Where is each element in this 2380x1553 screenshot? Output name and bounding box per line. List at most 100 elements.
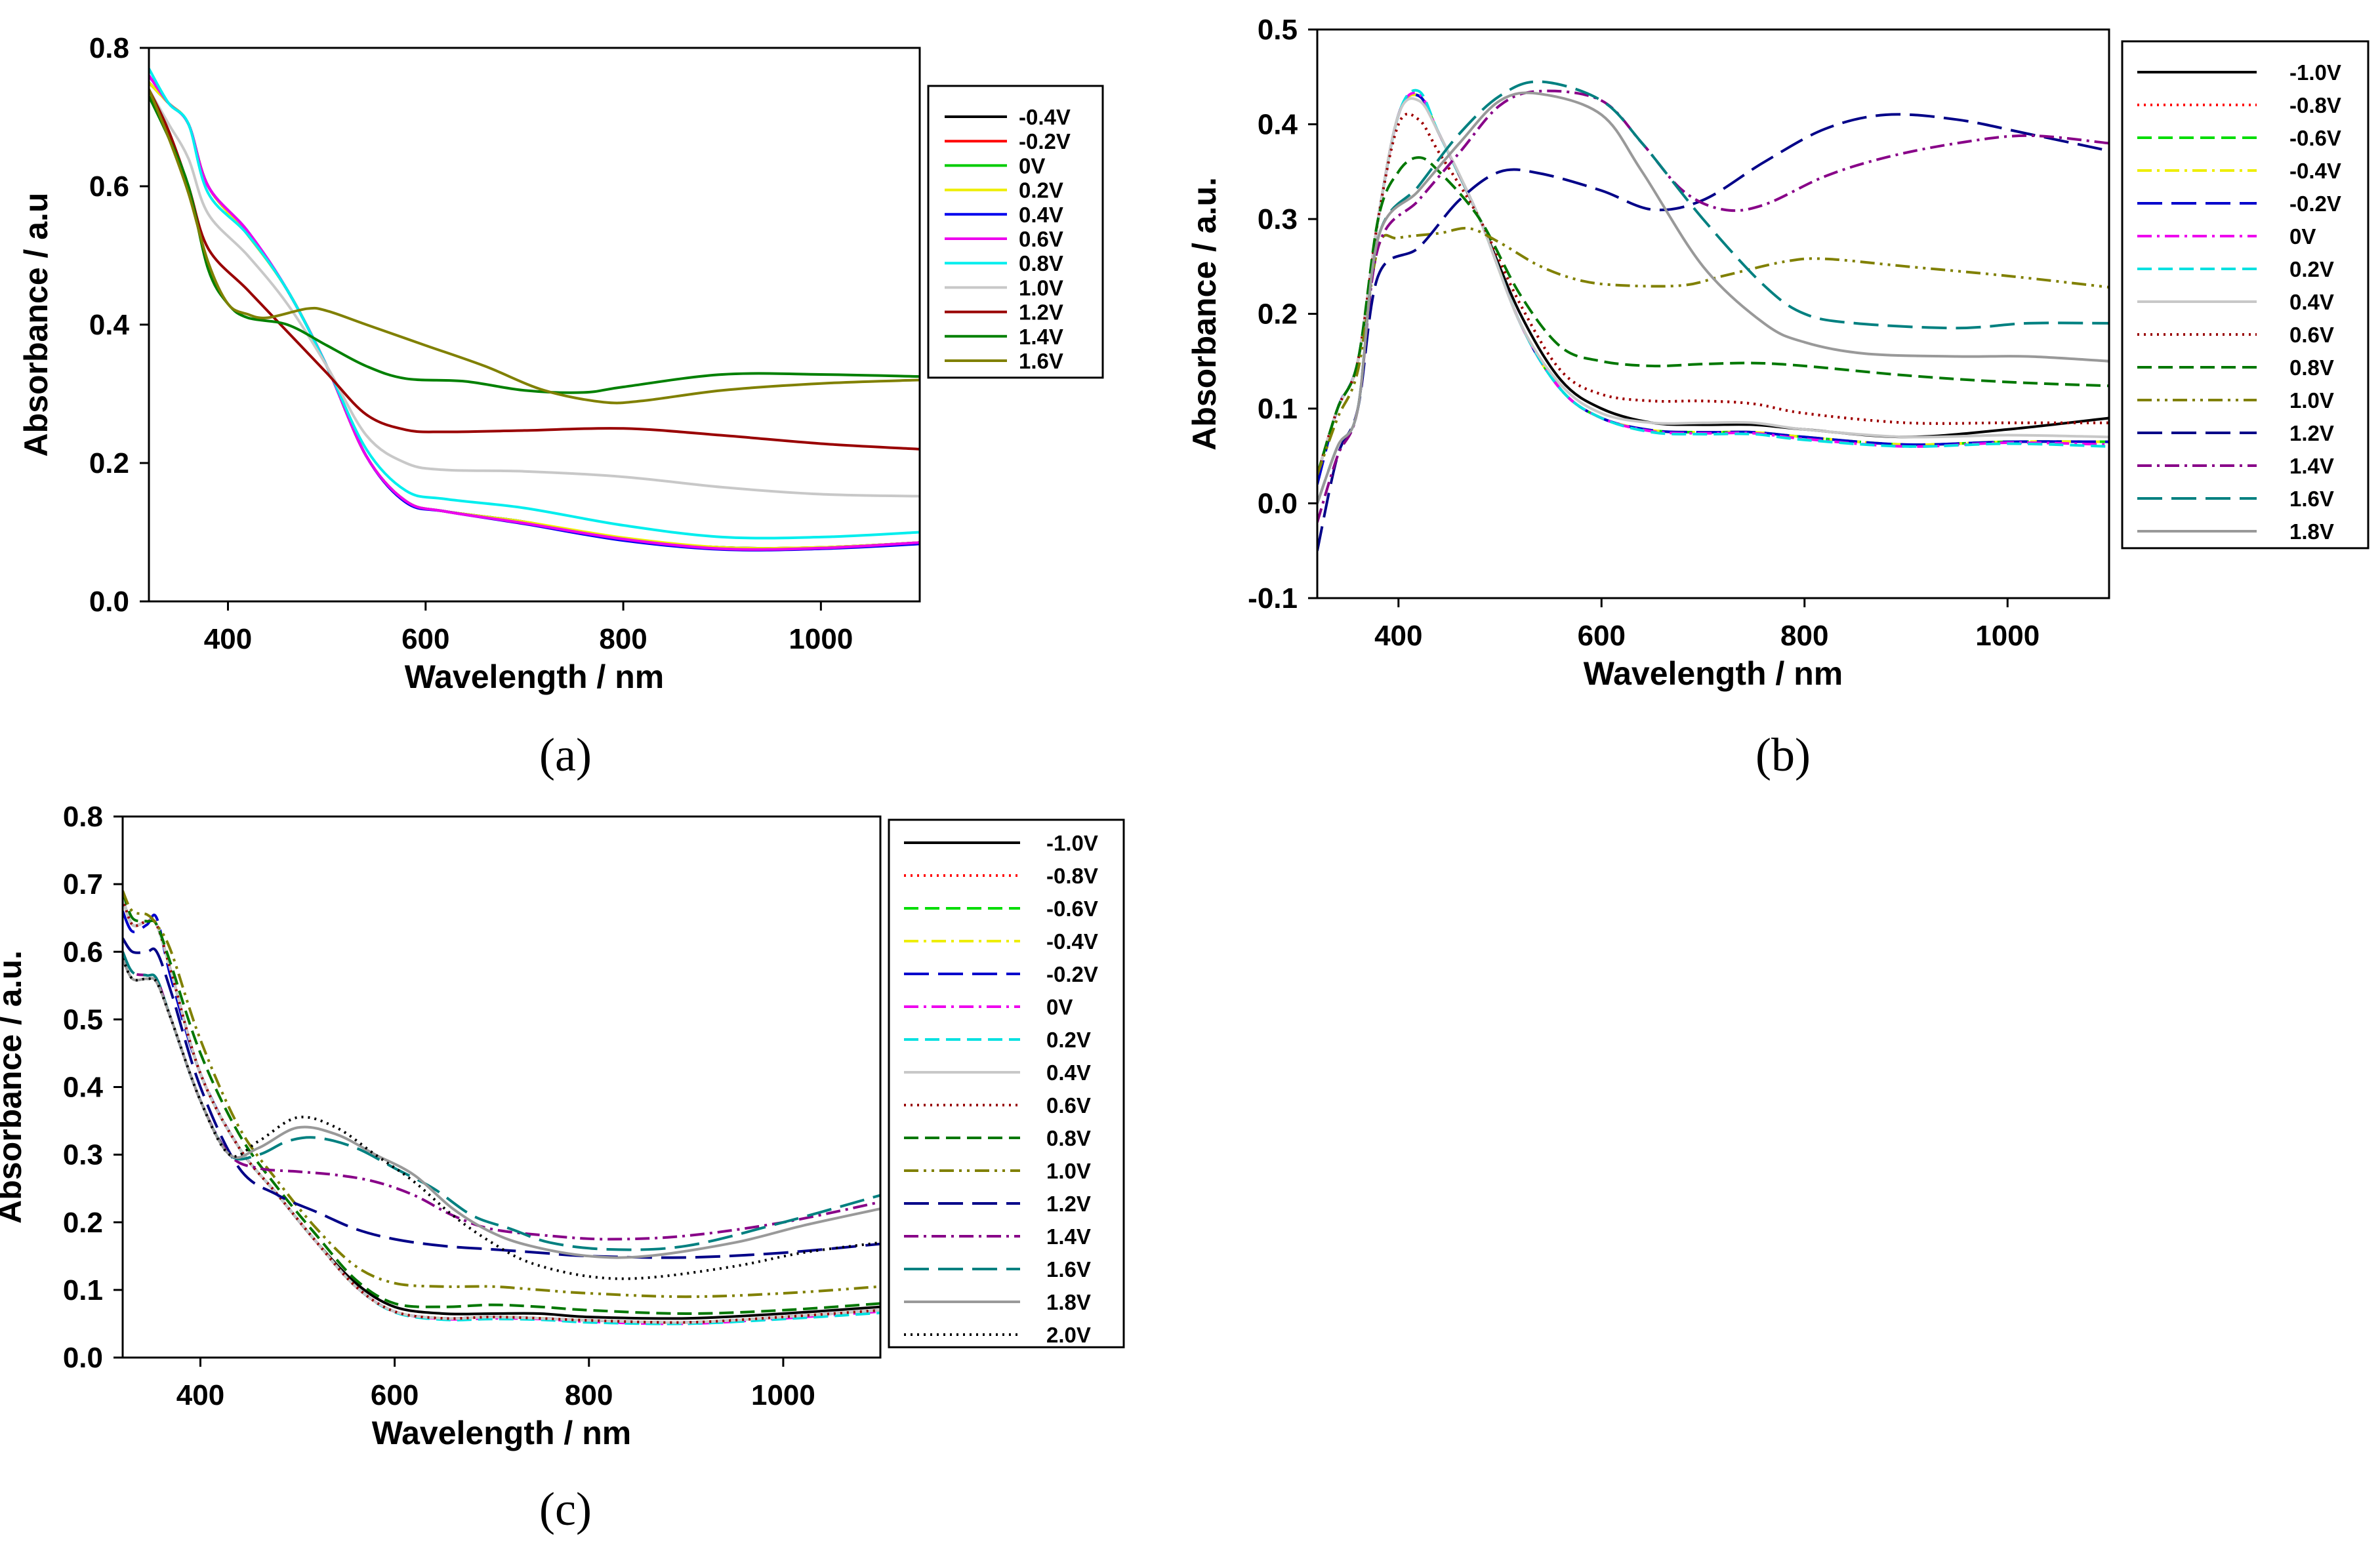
legend-label: 0V (1019, 153, 1045, 178)
legend-label: 1.4V (1046, 1224, 1091, 1249)
series-line-a-0.2V (149, 81, 920, 550)
series-line-a-0.4V (149, 75, 920, 552)
legend-box (927, 85, 1104, 379)
series-line-a-1.6V (149, 89, 920, 405)
y-tick-label: 0.0 (1258, 488, 1298, 520)
legend-label: -0.6V (1046, 897, 1098, 921)
series-line-b-0.8V (1317, 156, 2109, 475)
legend-label: 0.6V (1046, 1093, 1091, 1118)
series-line-b-1.8V (1317, 91, 2109, 504)
panel-label-c: (c) (539, 1483, 592, 1535)
series-line-c-1.8V (123, 958, 880, 1259)
y-tick-label: 0.6 (63, 936, 103, 968)
legend-label: 0.4V (2289, 290, 2334, 314)
series-group (1317, 80, 2109, 552)
series-line-b-1.2V (1317, 113, 2109, 552)
legend-label: -0.4V (1019, 105, 1071, 129)
legend-label: 1.4V (2289, 454, 2334, 478)
series-line-c--0.4V (123, 897, 880, 1324)
series-line-c--0.8V (123, 897, 880, 1324)
y-tick-label: 0.1 (63, 1274, 103, 1306)
series-line-c-0.6V (123, 897, 880, 1324)
series-line-a-1.0V (149, 89, 920, 498)
x-axis-title: Wavelength / nm (372, 1415, 631, 1451)
legend-label: 0V (2289, 224, 2316, 249)
y-tick-label: 0.8 (89, 32, 129, 64)
y-tick-label: 0.0 (63, 1342, 103, 1374)
series-line-a-0V (149, 81, 920, 550)
series-line-b-0.6V (1317, 112, 2109, 475)
legend-label: 0.8V (1046, 1126, 1091, 1150)
legend-label: -0.4V (2289, 159, 2341, 183)
series-line-b-0V (1317, 91, 2109, 475)
y-tick-label: 0.2 (89, 447, 129, 479)
y-tick-label: 0.0 (89, 586, 129, 618)
legend-label: 1.0V (2289, 388, 2334, 413)
legend-label: 1.8V (1046, 1290, 1091, 1314)
x-tick-label: 800 (565, 1379, 613, 1411)
legend-label: -0.8V (1046, 864, 1098, 888)
x-tick-label: 600 (401, 623, 449, 655)
series-line-c-0.4V (123, 897, 880, 1324)
legend-label: -0.2V (1019, 129, 1071, 153)
legend: -1.0V -0.8V -0.6V -0.4V -0.2V 0V 0.2V 0.4V 0.6V 0… (888, 818, 1125, 1348)
y-axis-title: Absorbance / a.u. (0, 950, 28, 1224)
series-line-c-1.6V (123, 951, 880, 1251)
series-line-b-1.4V (1317, 89, 2109, 523)
y-tick-label: 0.3 (1258, 203, 1298, 235)
panel-label-a: (a) (539, 729, 592, 781)
y-tick-label: 0.3 (63, 1139, 103, 1171)
x-tick-label: 800 (599, 623, 647, 655)
legend-label: 1.2V (2289, 421, 2334, 445)
legend-label: -0.4V (1046, 929, 1098, 954)
legend-label: -0.2V (2289, 192, 2341, 216)
x-tick-label: 1000 (1975, 620, 2040, 652)
legend-label: 1.0V (1046, 1159, 1091, 1183)
series-line-c-0.8V (123, 890, 880, 1315)
legend-label: 1.0V (1019, 275, 1063, 300)
series-line-a--0.4V (149, 81, 920, 550)
x-tick-label: 1000 (751, 1379, 815, 1411)
series-line-c-1.4V (123, 951, 880, 1241)
y-tick-label: 0.2 (63, 1207, 103, 1239)
series-line-a-0.8V (149, 68, 920, 540)
x-axis-title: Wavelength / nm (1584, 655, 1843, 692)
y-tick-label: 0.8 (63, 801, 103, 833)
legend-label: -0.8V (2289, 93, 2341, 117)
y-tick-label: 0.4 (1258, 109, 1298, 141)
y-tick-label: 0.5 (63, 1003, 103, 1036)
y-tick-label: -0.1 (1248, 582, 1298, 615)
legend: -1.0V -0.8V -0.6V -0.4V -0.2V 0V 0.2V 0.4V 0.6V 0… (2121, 40, 2370, 550)
legend: -0.4V-0.2V0V0.2V0.4V0.6V0.8V1.0V1.2V1.4V… (927, 85, 1104, 379)
chart-panel-a: 400 600 800 1000 0.0 0.2 0.4 0.6 0.8 Wavelength /… (18, 32, 1104, 695)
plot-frame (121, 815, 882, 1359)
x-tick-label: 400 (1374, 620, 1422, 652)
x-tick-label: 600 (371, 1379, 419, 1411)
legend-label: 0.6V (1019, 227, 1063, 251)
legend-label: 1.4V (1019, 325, 1063, 349)
series-line-c-1.2V (123, 937, 880, 1259)
legend-label: 1.2V (1019, 300, 1063, 325)
legend-label: 1.2V (1046, 1192, 1091, 1216)
legend-label: 1.6V (1019, 349, 1063, 373)
legend-label: 2.0V (1046, 1323, 1091, 1347)
legend-label: 0.2V (1046, 1028, 1091, 1052)
x-tick-label: 1000 (789, 623, 853, 655)
panel-label-b: (b) (1755, 729, 1811, 781)
legend-label: 1.6V (2289, 487, 2334, 511)
legend-label: 0V (1046, 995, 1073, 1019)
series-group (149, 68, 920, 552)
legend-label: 0.2V (2289, 257, 2334, 281)
y-tick-label: 0.4 (63, 1072, 104, 1104)
series-line-c--1.0V (123, 897, 880, 1320)
series-line-b--1.0V (1317, 93, 2109, 475)
y-tick-label: 0.2 (1258, 298, 1298, 331)
series-line-a--0.2V (149, 81, 920, 550)
series-line-b-0.2V (1317, 89, 2109, 475)
legend-label: -0.6V (2289, 126, 2341, 150)
chart-panel-b: 400 600 800 1000 -0.1 0.0 0.1 0.2 0.3 0.4 0.5 Wavel… (1186, 14, 2370, 692)
legend-label: 1.6V (1046, 1257, 1091, 1281)
y-tick-label: 0.1 (1258, 393, 1298, 425)
legend-label: 0.4V (1019, 203, 1063, 227)
